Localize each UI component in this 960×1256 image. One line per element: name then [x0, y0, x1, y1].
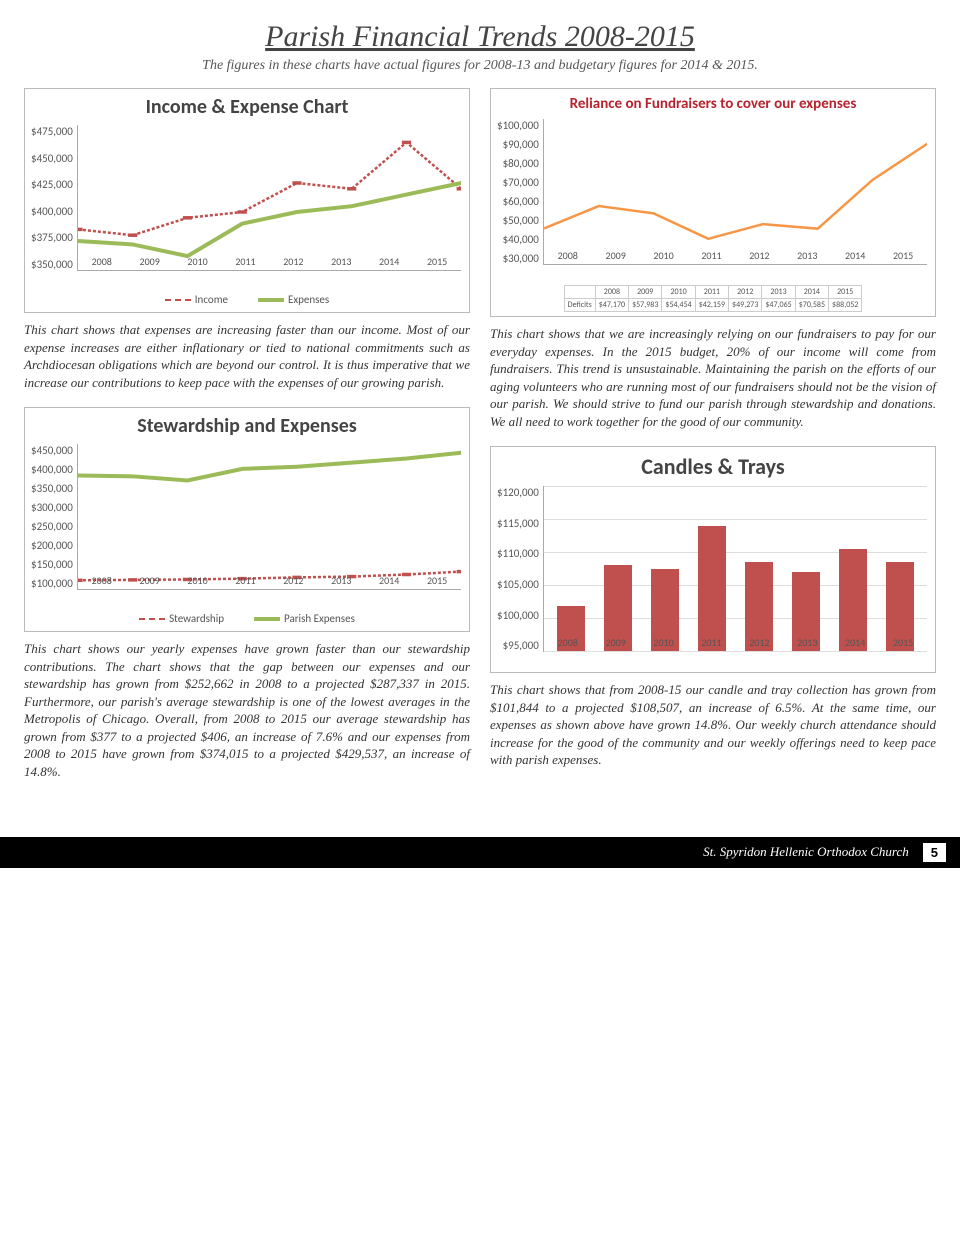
- page-title: Parish Financial Trends 2008-2015: [24, 20, 936, 54]
- income-expense-chart: Income & Expense Chart $475,000$450,000$…: [24, 88, 470, 313]
- text2: This chart shows that we are increasingl…: [490, 325, 936, 430]
- candles-chart: Candles & Trays $120,000$115,000$110,000…: [490, 446, 936, 673]
- page-subtitle: The figures in these charts have actual …: [24, 58, 936, 74]
- text3: This chart shows our yearly expenses hav…: [24, 640, 470, 780]
- page-footer: St. Spyridon Hellenic Orthodox Church 5: [0, 837, 960, 868]
- legend-stewardship: Stewardship: [169, 612, 224, 625]
- chart3-title: Stewardship and Expenses: [25, 408, 469, 440]
- legend-expenses: Expenses: [288, 293, 329, 306]
- legend-income: Income: [195, 293, 228, 306]
- chart2-title: Reliance on Fundraisers to cover our exp…: [491, 89, 935, 115]
- chart1-title: Income & Expense Chart: [25, 89, 469, 121]
- footer-text: St. Spyridon Hellenic Orthodox Church: [703, 844, 909, 860]
- page-number: 5: [923, 843, 946, 862]
- text4: This chart shows that from 2008-15 our c…: [490, 681, 936, 769]
- chart4-title: Candles & Trays: [491, 447, 935, 482]
- stewardship-chart: Stewardship and Expenses $450,000$400,00…: [24, 407, 470, 632]
- text1: This chart shows that expenses are incre…: [24, 321, 470, 391]
- legend-parish-exp: Parish Expenses: [284, 612, 355, 625]
- fundraiser-chart: Reliance on Fundraisers to cover our exp…: [490, 88, 936, 317]
